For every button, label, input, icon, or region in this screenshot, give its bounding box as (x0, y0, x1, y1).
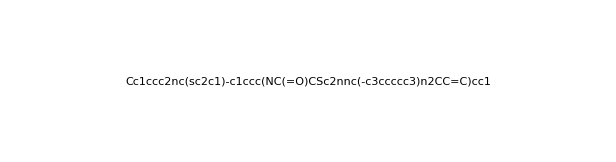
Text: Cc1ccc2nc(sc2c1)-c1ccc(NC(=O)CSc2nnc(-c3ccccc3)n2CC=C)cc1: Cc1ccc2nc(sc2c1)-c1ccc(NC(=O)CSc2nnc(-c3… (125, 76, 491, 86)
